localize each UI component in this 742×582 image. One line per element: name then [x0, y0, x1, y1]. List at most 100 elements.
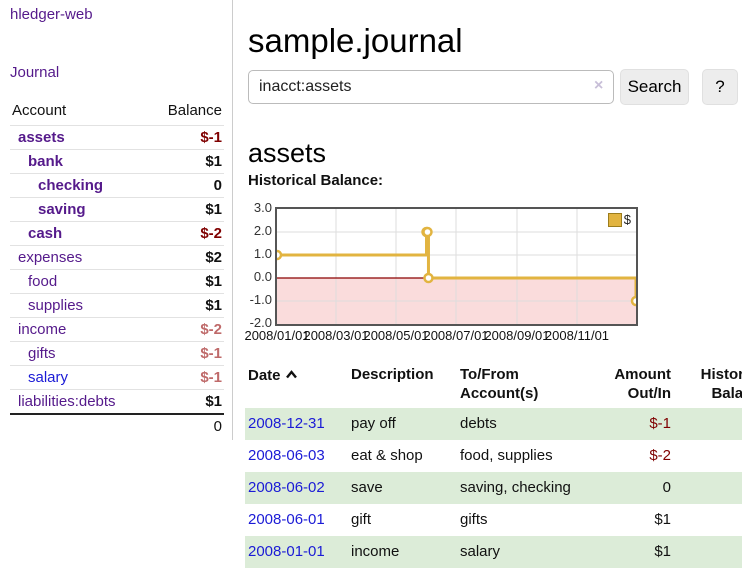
account-balance: $-1 — [148, 341, 224, 366]
legend-label: $ — [623, 212, 631, 227]
account-name-cell: food — [10, 269, 149, 294]
account-row: bank $1 — [10, 149, 224, 174]
accounts-cell: gifts — [460, 511, 488, 528]
account-name-cell: expenses — [10, 245, 149, 270]
balance-cell: $2 — [674, 472, 742, 504]
x-axis-tick: 2008/05/01 — [363, 328, 429, 343]
account-balance: $1 — [148, 149, 224, 174]
date-cell: 2008-06-01 — [245, 504, 348, 536]
y-axis-tick: 2.0 — [253, 223, 272, 238]
account-balance: $-2 — [148, 317, 224, 342]
clear-search-icon[interactable]: × — [594, 77, 604, 94]
search-button[interactable]: Search — [620, 69, 689, 105]
amount-cell: $1 — [654, 543, 671, 560]
x-axis-tick: 2008/07/01 — [423, 328, 489, 343]
account-link-salary[interactable]: salary — [28, 369, 69, 386]
register-header-amount: Amount Out/In — [614, 366, 671, 402]
y-axis-tick: -1.0 — [249, 292, 272, 307]
amount-cell: $-1 — [649, 415, 671, 432]
account-balance: $1 — [148, 197, 224, 222]
account-link-food[interactable]: food — [28, 273, 58, 290]
table-row: 2008-12-31 pay off debts $-1$-1 — [245, 408, 742, 440]
description-cell: gift — [351, 511, 372, 528]
table-row: 2008-01-01 income salary $1$1 — [245, 536, 742, 568]
description-cell: pay off — [351, 415, 396, 432]
x-axis-tick: 2008/11/01 — [544, 328, 610, 343]
account-balance: $-1 — [148, 365, 224, 390]
table-row: 2008-06-03 eat & shop food, supplies $-20 — [245, 440, 742, 472]
description-cell: save — [351, 479, 383, 496]
transaction-date-link[interactable]: 2008-06-02 — [248, 479, 325, 496]
register-header-description: Description — [351, 366, 434, 383]
account-heading: assets — [248, 138, 327, 169]
account-link-income[interactable]: income — [18, 321, 67, 338]
register-header-date[interactable]: Date — [245, 360, 348, 408]
balance-cell: $1 — [674, 536, 742, 568]
account-link-gifts[interactable]: gifts — [28, 345, 56, 362]
account-name-cell: saving — [10, 197, 149, 222]
account-row: salary $-1 — [10, 365, 224, 390]
amount-cell: $1 — [654, 511, 671, 528]
register-header-balance: Historical Balance — [700, 366, 742, 402]
account-row: food $1 — [10, 269, 224, 294]
y-axis-tick: -2.0 — [249, 315, 272, 330]
date-cell: 2008-12-31 — [245, 408, 348, 440]
accounts-table-header-balance: Balance — [167, 102, 222, 119]
account-row: saving $1 — [10, 197, 224, 222]
account-link-assets[interactable]: assets — [18, 129, 65, 146]
y-axis-tick: 3.0 — [253, 200, 272, 215]
description-cell: eat & shop — [351, 447, 423, 464]
account-name-cell: cash — [10, 221, 149, 246]
account-name-cell: bank — [10, 149, 149, 174]
account-link-cash[interactable]: cash — [28, 225, 63, 242]
balance-chart: $ — [275, 207, 638, 326]
account-name-cell: gifts — [10, 341, 149, 366]
balance-chart-canvas — [277, 209, 636, 324]
transaction-date-link[interactable]: 2008-06-03 — [248, 447, 325, 464]
account-balance: $1 — [148, 389, 224, 414]
account-link-checking[interactable]: checking — [38, 177, 104, 194]
sidebar-item-journal[interactable]: Journal — [10, 64, 60, 81]
transaction-date-link[interactable]: 2008-06-01 — [248, 511, 325, 528]
help-button[interactable]: ? — [702, 69, 738, 105]
y-axis-tick: 1.0 — [253, 246, 272, 261]
account-row: assets $-1 — [10, 125, 224, 150]
x-axis-tick: 2008/01/01 — [244, 328, 310, 343]
transaction-date-link[interactable]: 2008-12-31 — [248, 415, 325, 432]
amount-cell: 0 — [662, 479, 671, 496]
accounts-total-value: 0 — [148, 413, 224, 438]
account-name-cell: income — [10, 317, 149, 342]
x-axis-tick: 2008/03/01 — [303, 328, 369, 343]
account-link-liabilities-debts[interactable]: liabilities:debts — [18, 393, 116, 410]
accounts-cell: debts — [460, 415, 497, 432]
table-row: 2008-06-02 save saving, checking 0$2 — [245, 472, 742, 504]
description-cell: income — [351, 543, 400, 560]
transaction-date-link[interactable]: 2008-01-01 — [248, 543, 325, 560]
account-row: expenses $2 — [10, 245, 224, 270]
x-axis-tick: 2008/09/01 — [484, 328, 550, 343]
account-balance: $-1 — [148, 125, 224, 150]
account-name-cell: liabilities:debts — [10, 389, 149, 414]
sort-ascending-icon — [285, 365, 298, 384]
accounts-cell: food, supplies — [460, 447, 553, 464]
account-balance: $1 — [148, 269, 224, 294]
date-cell: 2008-06-02 — [245, 472, 348, 504]
account-link-expenses[interactable]: expenses — [18, 249, 83, 266]
accounts-balance-table: Account Balance assets $-1 bank $1 checking 0… — [10, 98, 224, 438]
register-table: Date Description To/From Account(s) Amou… — [245, 360, 742, 568]
account-link-saving[interactable]: saving — [38, 201, 86, 218]
accounts-cell: salary — [460, 543, 501, 560]
account-name-cell: assets — [10, 125, 149, 150]
account-row: liabilities:debts $1 — [10, 389, 224, 414]
account-link-supplies[interactable]: supplies — [28, 297, 84, 314]
account-link-bank[interactable]: bank — [28, 153, 64, 170]
chart-title: Historical Balance: — [248, 172, 384, 189]
date-cell: 2008-06-03 — [245, 440, 348, 472]
page-title: sample.journal — [248, 22, 463, 60]
account-balance: 0 — [148, 173, 224, 198]
account-balance: $-2 — [148, 221, 224, 246]
y-axis-tick: 0.0 — [253, 269, 272, 284]
search-input[interactable] — [248, 70, 614, 104]
app-brand-link[interactable]: hledger-web — [10, 6, 93, 23]
